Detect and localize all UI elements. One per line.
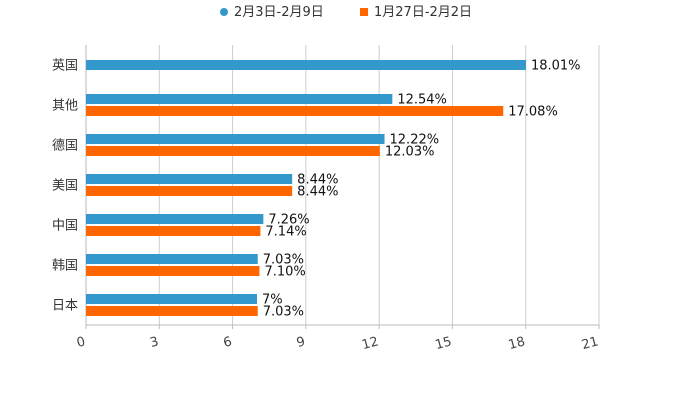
x-tick-label: 6 (222, 334, 234, 351)
bar (86, 146, 380, 156)
y-tick-label: 中国 (52, 219, 78, 234)
legend-item-series-2[interactable]: 1月27日-2月2日 (360, 4, 472, 22)
y-tick-label: 韩国 (52, 259, 78, 274)
legend-item-series-1[interactable]: 2月3日-2月9日 (220, 4, 324, 22)
data-label: 18.01% (531, 59, 581, 74)
circle-marker-icon (220, 7, 228, 16)
data-label: 7.10% (264, 265, 305, 280)
y-tick-label: 美国 (52, 179, 78, 194)
data-label: 12.54% (397, 93, 447, 108)
bar (86, 60, 526, 70)
bar (86, 254, 258, 264)
x-tick-label: 12 (360, 334, 380, 353)
bar (86, 294, 257, 304)
bar (86, 94, 393, 104)
data-label: 7.26% (268, 213, 309, 228)
y-tick-label: 英国 (52, 59, 78, 74)
data-label: 12.22% (390, 133, 440, 148)
x-tick-label: 15 (434, 334, 454, 353)
data-label: 7% (262, 293, 283, 308)
bar (86, 106, 504, 116)
data-label: 7.03% (263, 305, 304, 320)
legend: 2月3日-2月9日 1月27日-2月2日 (0, 4, 700, 22)
square-marker-icon (360, 7, 368, 16)
x-tick-label: 21 (580, 334, 600, 353)
bar (86, 186, 293, 196)
data-label: 8.44% (297, 173, 338, 188)
data-label: 17.08% (508, 105, 558, 120)
data-label: 7.14% (265, 225, 306, 240)
x-tick-label: 3 (148, 334, 160, 351)
bar (86, 226, 261, 236)
bar (86, 214, 264, 224)
bar (86, 306, 258, 316)
data-label: 8.44% (297, 185, 338, 200)
legend-label-series-2: 1月27日-2月2日 (374, 5, 473, 20)
bar (86, 134, 385, 144)
y-tick-label: 日本 (52, 299, 78, 314)
x-tick-label: 18 (507, 334, 527, 353)
data-label: 12.03% (385, 145, 435, 160)
y-tick-label: 德国 (52, 139, 78, 154)
legend-label-series-1: 2月3日-2月9日 (234, 5, 324, 20)
data-label: 7.03% (263, 253, 304, 268)
y-tick-label: 其他 (52, 99, 78, 114)
x-tick-label: 0 (75, 334, 87, 351)
bar (86, 266, 260, 276)
bar (86, 174, 293, 184)
x-tick-label: 9 (295, 334, 307, 351)
